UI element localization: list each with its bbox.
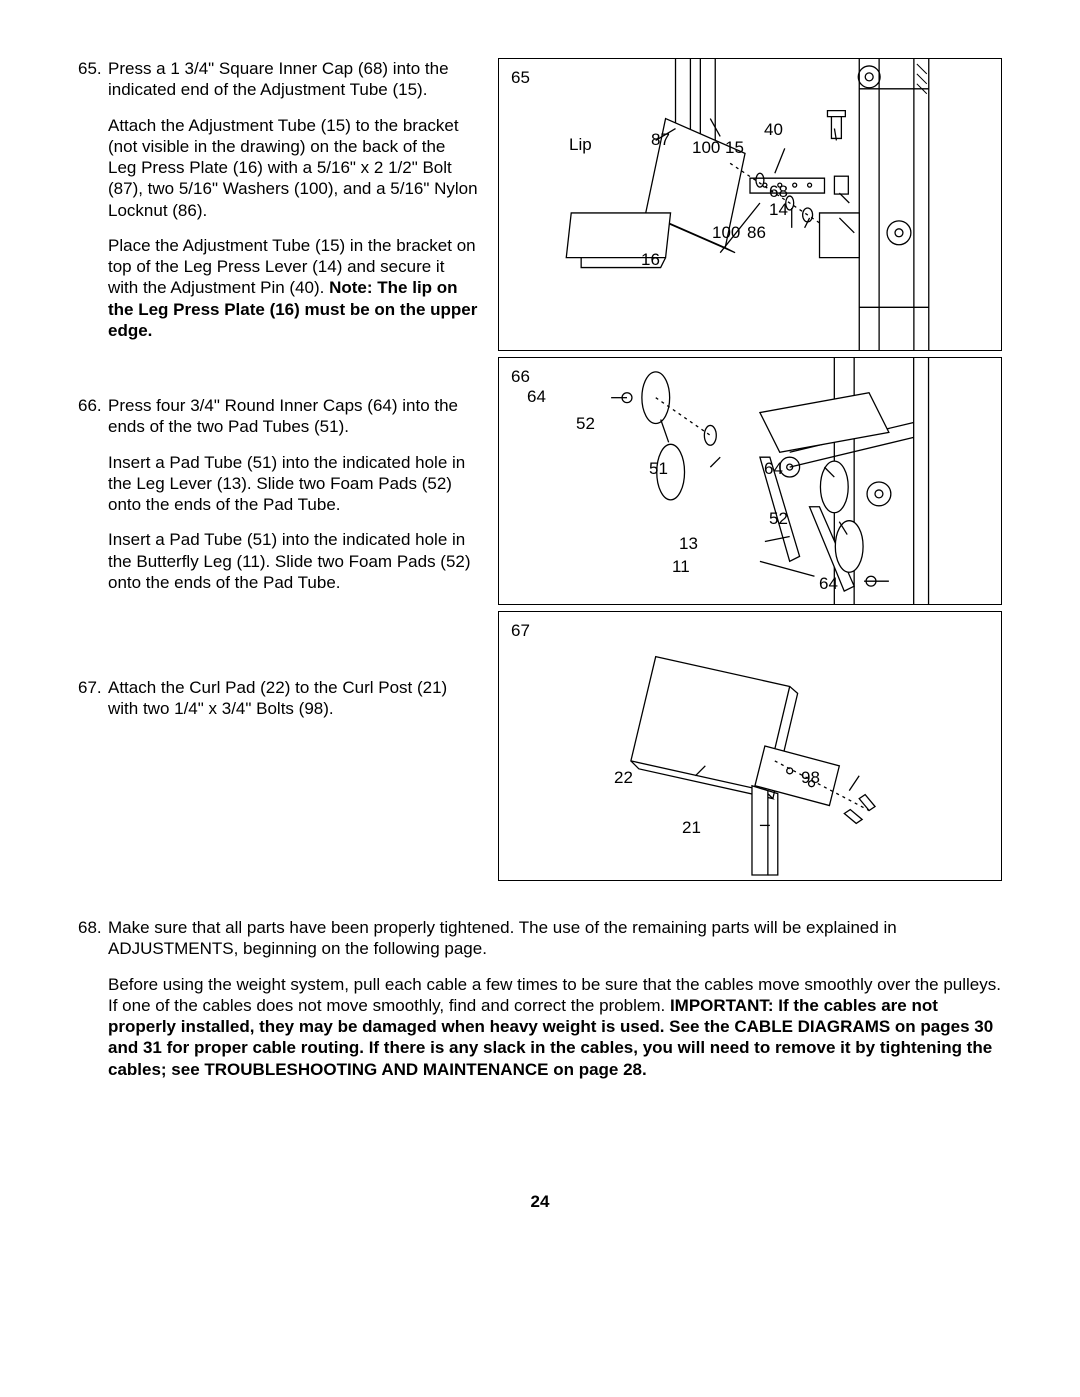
figure-number: 67 <box>511 620 530 641</box>
figure-number: 66 <box>511 366 530 387</box>
callout-100a: 100 <box>692 137 720 158</box>
two-column-layout: 65. Press a 1 3/4" Square Inner Cap (68)… <box>78 58 1002 887</box>
step-text: Attach the Adjustment Tube (15) to the b… <box>108 115 478 221</box>
diagram-65 <box>499 59 1001 350</box>
step-body: Press a 1 3/4" Square Inner Cap (68) int… <box>108 58 478 341</box>
step-text: Attach the Curl Pad (22) to the Curl Pos… <box>108 677 478 720</box>
callout-86: 86 <box>747 222 766 243</box>
callout-14: 14 <box>769 199 788 220</box>
step-text: Press a 1 3/4" Square Inner Cap (68) int… <box>108 58 478 101</box>
step-text: Insert a Pad Tube (51) into the indicate… <box>108 529 478 593</box>
figure-column: 65 <box>498 58 1002 887</box>
diagram-66 <box>499 358 1001 604</box>
callout-11: 11 <box>672 556 690 577</box>
page-number: 24 <box>0 1191 1080 1212</box>
callout-40: 40 <box>764 119 783 140</box>
callout-98: 98 <box>801 767 820 788</box>
diagram-67 <box>499 612 1001 880</box>
callout-16: 16 <box>641 249 660 270</box>
callout-52b: 52 <box>769 508 788 529</box>
step-text: Before using the weight system, pull eac… <box>108 974 1002 1080</box>
step-text: Make sure that all parts have been prope… <box>108 917 1002 960</box>
instruction-column: 65. Press a 1 3/4" Square Inner Cap (68)… <box>78 58 478 887</box>
callout-64c: 64 <box>819 573 838 594</box>
manual-page: 65. Press a 1 3/4" Square Inner Cap (68)… <box>0 0 1080 1397</box>
step-number: 66. <box>78 395 108 593</box>
step-body: Make sure that all parts have been prope… <box>108 917 1002 1080</box>
step-65: 65. Press a 1 3/4" Square Inner Cap (68)… <box>78 58 478 341</box>
step-number: 65. <box>78 58 108 341</box>
callout-64b: 64 <box>764 458 783 479</box>
callout-21: 21 <box>682 817 701 838</box>
callout-52a: 52 <box>576 413 595 434</box>
step-number: 68. <box>78 917 108 1080</box>
step-body: Press four 3/4" Round Inner Caps (64) in… <box>108 395 478 593</box>
figure-number: 65 <box>511 67 530 88</box>
callout-lip: Lip <box>569 134 592 155</box>
step-68-full: 68. Make sure that all parts have been p… <box>78 917 1002 1080</box>
callout-15: 15 <box>725 137 744 158</box>
step-number: 67. <box>78 677 108 720</box>
step-text: Insert a Pad Tube (51) into the indicate… <box>108 452 478 516</box>
step-67: 67. Attach the Curl Pad (22) to the Curl… <box>78 677 478 720</box>
callout-87: 87 <box>651 129 670 150</box>
step-body: Attach the Curl Pad (22) to the Curl Pos… <box>108 677 478 720</box>
figure-65: 65 <box>498 58 1002 351</box>
step-68: 68. Make sure that all parts have been p… <box>78 917 1002 1080</box>
step-66: 66. Press four 3/4" Round Inner Caps (64… <box>78 395 478 593</box>
callout-64a: 64 <box>527 386 546 407</box>
callout-13: 13 <box>679 533 698 554</box>
callout-51: 51 <box>649 458 668 479</box>
callout-100b: 100 <box>712 222 740 243</box>
figure-66: 66 <box>498 357 1002 605</box>
callout-22: 22 <box>614 767 633 788</box>
figure-67: 67 <box>498 611 1002 881</box>
step-text: Place the Adjustment Tube (15) in the br… <box>108 235 478 341</box>
step-text: Press four 3/4" Round Inner Caps (64) in… <box>108 395 478 438</box>
